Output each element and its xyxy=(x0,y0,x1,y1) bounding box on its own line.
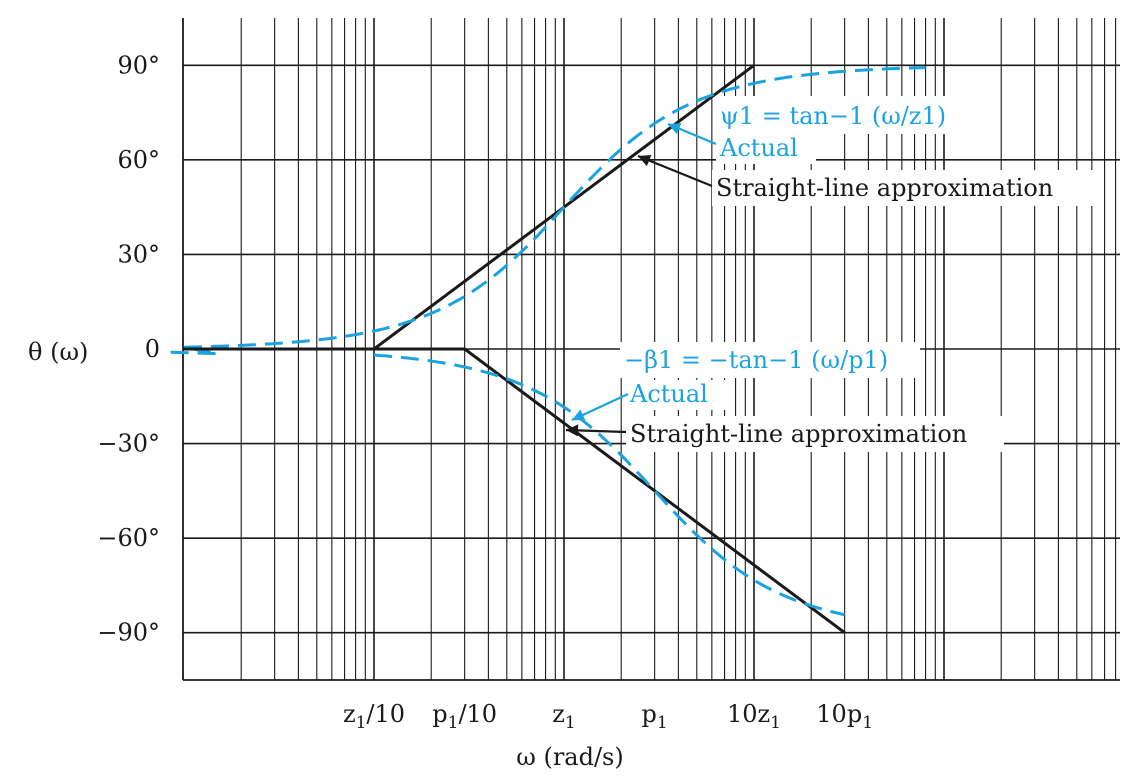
y-tick-label: −90° xyxy=(97,619,160,647)
pole-formula-box xyxy=(620,342,920,378)
zero-straight-arrow xyxy=(637,154,713,188)
series-actual-zero xyxy=(170,66,926,356)
zero-straight-box xyxy=(712,170,1102,206)
x-tick-label: z1 xyxy=(552,700,575,733)
series-layer xyxy=(170,64,926,634)
x-axis-label: ω (rad/s) xyxy=(516,743,623,771)
zero-straight-arrow-head xyxy=(638,154,652,167)
y-tick-label: 30° xyxy=(117,240,160,268)
x-tick-label: p1 xyxy=(642,700,668,733)
x-tick-label: p1/10 xyxy=(432,700,497,733)
zero-formula-text: ψ1 = tan−1 (ω/z1) xyxy=(720,102,946,130)
pole-actual-arrow-head xyxy=(572,409,586,421)
zero-actual-box xyxy=(716,134,816,164)
series-straight-line-zero xyxy=(183,64,755,351)
pole-actual-text: Actual xyxy=(629,380,708,408)
y-tick-label: 60° xyxy=(117,146,160,174)
x-tick-label: z1/10 xyxy=(343,700,405,733)
grid xyxy=(183,18,1120,680)
annotations: ψ1 = tan−1 (ω/z1) Actual Straight-line app… xyxy=(565,96,1102,452)
zero-actual-text: Actual xyxy=(719,134,798,162)
y-tick-label: −30° xyxy=(97,430,160,458)
pole-straight-box xyxy=(626,416,1004,452)
pole-formula-text: −β1 = −tan−1 (ω/p1) xyxy=(624,346,888,374)
y-tick-label: 90° xyxy=(117,51,160,79)
tick-labels: 90° 60° 30° 0 −30° −60° −90° z1/10 p1/10 z1 p1 10z1… xyxy=(97,51,873,733)
zero-formula-box xyxy=(716,96,952,134)
zero-straight-text: Straight-line approximation xyxy=(716,174,1053,202)
series-straight-line-pole xyxy=(183,347,846,634)
zero-actual-arrow-head xyxy=(668,123,682,135)
series-actual-pole xyxy=(373,353,845,617)
x-tick-label: 10p1 xyxy=(816,700,873,733)
y-tick-label: −60° xyxy=(97,524,160,552)
y-axis-label: θ (ω) xyxy=(28,338,88,366)
pole-straight-text: Straight-line approximation xyxy=(630,420,967,448)
pole-actual-box xyxy=(626,380,726,410)
y-tick-label: 0 xyxy=(145,335,160,363)
pole-straight-arrow-head xyxy=(566,424,579,437)
x-tick-label: 10z1 xyxy=(727,700,781,733)
